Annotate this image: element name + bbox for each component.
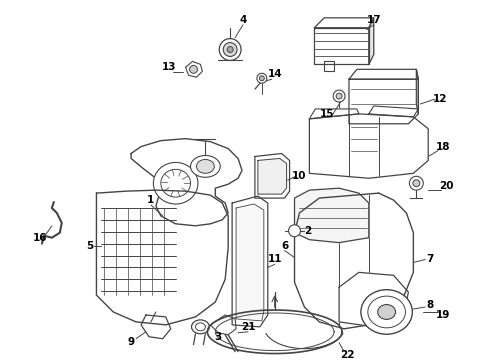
Polygon shape [416,69,418,114]
Text: 8: 8 [427,300,434,310]
Polygon shape [255,153,290,198]
Text: 15: 15 [320,109,335,119]
Polygon shape [309,109,359,119]
Text: 7: 7 [426,255,434,265]
Ellipse shape [196,159,214,173]
Polygon shape [258,158,287,194]
Polygon shape [349,79,418,124]
Text: 21: 21 [241,322,255,332]
Ellipse shape [227,46,233,53]
Ellipse shape [219,39,241,60]
Ellipse shape [361,290,413,334]
Polygon shape [294,193,414,329]
Text: 6: 6 [281,240,288,251]
Polygon shape [232,196,268,327]
Text: 20: 20 [439,181,453,191]
Ellipse shape [289,225,300,237]
Text: 12: 12 [433,94,447,104]
Ellipse shape [153,162,198,204]
Text: 4: 4 [239,15,246,25]
Polygon shape [210,315,236,335]
Text: 14: 14 [268,69,282,79]
Polygon shape [369,18,374,64]
Polygon shape [339,273,408,327]
Text: 17: 17 [367,15,381,25]
Ellipse shape [257,73,267,83]
Polygon shape [131,139,242,226]
Ellipse shape [410,176,423,190]
Ellipse shape [333,90,345,102]
Ellipse shape [336,93,342,99]
Ellipse shape [223,42,237,57]
Polygon shape [294,188,369,243]
Text: 16: 16 [33,233,47,243]
Polygon shape [309,114,428,178]
Polygon shape [369,106,418,117]
Text: 1: 1 [147,195,154,205]
Polygon shape [141,315,171,339]
Ellipse shape [259,76,264,81]
Text: 13: 13 [162,62,176,72]
Ellipse shape [190,66,197,73]
Ellipse shape [196,323,205,331]
Text: 9: 9 [127,337,135,347]
Polygon shape [186,62,202,77]
Ellipse shape [191,156,220,177]
Ellipse shape [368,296,405,328]
Text: 5: 5 [86,240,93,251]
Polygon shape [97,190,228,325]
Polygon shape [314,18,374,28]
Ellipse shape [192,320,209,334]
Text: 18: 18 [436,141,450,152]
Text: 19: 19 [436,310,450,320]
Polygon shape [314,28,369,64]
Ellipse shape [378,305,395,319]
Polygon shape [349,69,418,79]
Polygon shape [236,204,264,321]
Ellipse shape [413,180,420,187]
Text: 3: 3 [215,332,222,342]
Ellipse shape [161,169,191,197]
Text: 10: 10 [292,171,307,181]
Text: 11: 11 [268,255,282,265]
Text: 22: 22 [340,350,354,360]
Text: 2: 2 [304,226,311,236]
Polygon shape [324,62,334,71]
